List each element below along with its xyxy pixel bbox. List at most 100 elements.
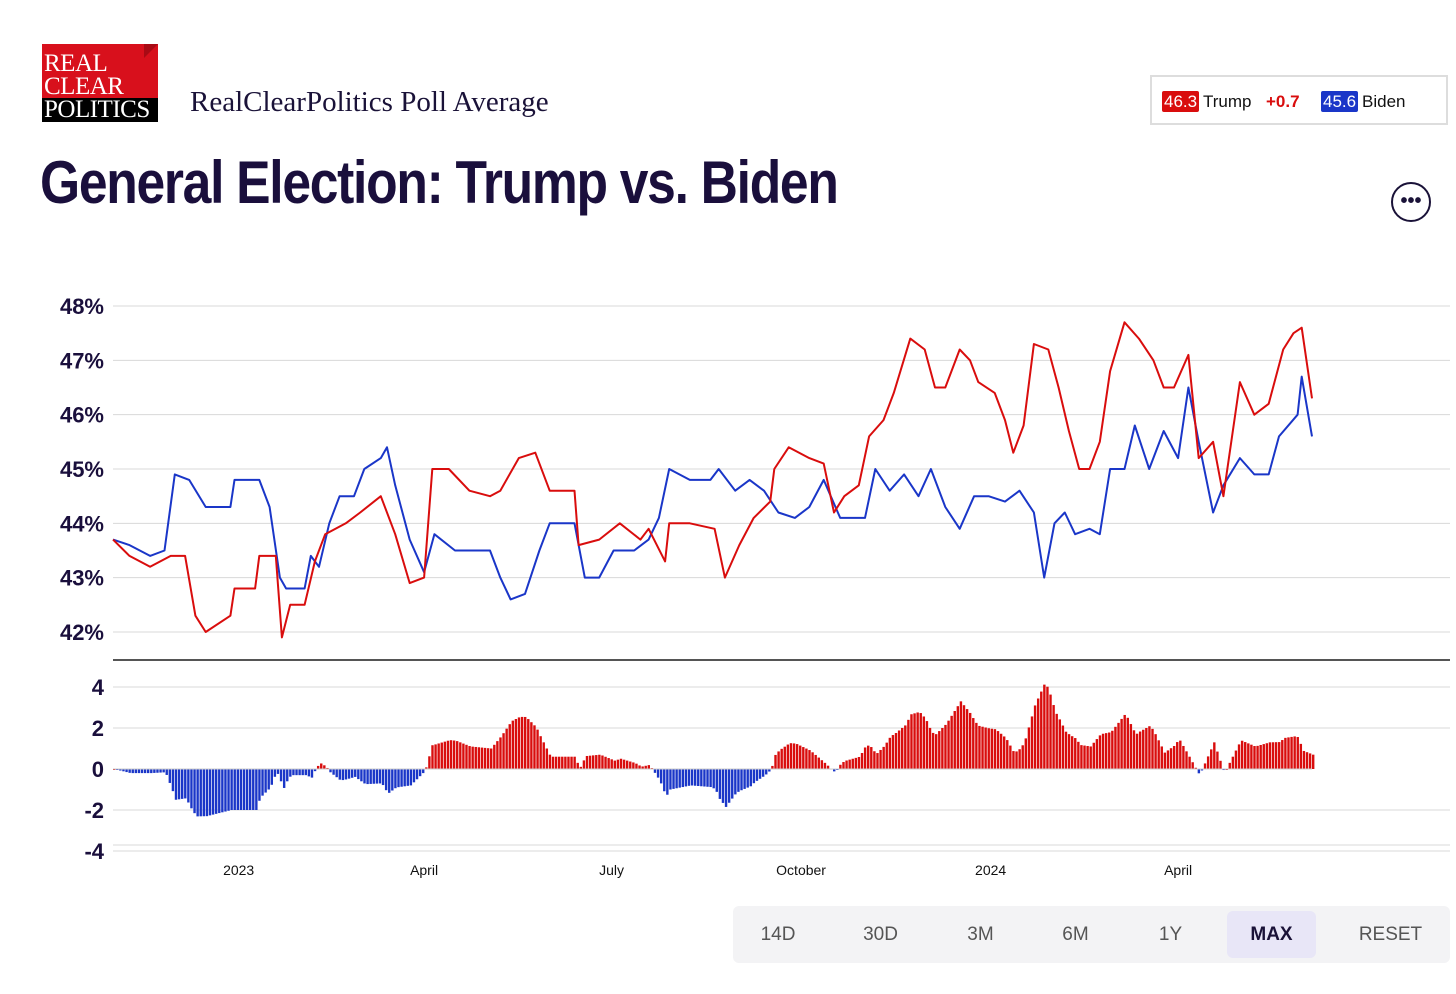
spread-bar (1179, 740, 1182, 769)
spread-bar (870, 747, 873, 769)
trump-lead: +0.7 (1266, 92, 1300, 111)
spread-bar (533, 725, 536, 769)
spread-bar (1166, 750, 1170, 769)
spread-bar (1284, 737, 1287, 769)
spread-bar (255, 769, 258, 810)
spread-bar (1067, 734, 1071, 769)
spread-bar (857, 756, 861, 769)
trump-label: Trump (1203, 92, 1252, 111)
spread-bar (1015, 751, 1018, 769)
spread-bar (795, 744, 799, 769)
spread-bar (1312, 754, 1315, 769)
spread-bar (316, 765, 320, 769)
spread-bar (190, 769, 193, 809)
spread-bar (635, 763, 638, 769)
spread-bar (1117, 722, 1120, 769)
spread-bar (582, 760, 586, 769)
spread-bar (910, 714, 913, 769)
logo-text-1: REAL (44, 50, 108, 77)
spread-bar (1092, 742, 1095, 769)
spread-bar (678, 769, 681, 788)
spread-bar (409, 769, 413, 786)
spread-bar (697, 769, 700, 786)
spread-bar (1237, 744, 1241, 769)
spread-bar (1213, 742, 1216, 769)
spread-bar (502, 733, 505, 769)
spread-bar (755, 769, 759, 781)
spread-y-tick-label: 4 (92, 675, 105, 700)
spread-bar (443, 741, 447, 769)
spread-bar (956, 706, 960, 769)
spread-bar (931, 732, 935, 769)
spread-bar (808, 750, 811, 769)
spread-bar (128, 769, 131, 773)
spread-bar (947, 720, 950, 769)
spread-bar (1197, 769, 1201, 774)
spread-bar (616, 759, 620, 769)
spread-bar (162, 769, 165, 773)
range-button-14d[interactable]: 14D (760, 924, 796, 945)
spread-bar (1055, 713, 1058, 769)
spread-bar (805, 748, 808, 769)
spread-bar (480, 747, 484, 769)
spread-bar (313, 769, 317, 772)
series-line-biden (112, 375, 1313, 601)
spread-bar (1296, 737, 1299, 769)
spread-bar (1182, 745, 1185, 769)
spread-bar (505, 728, 508, 769)
spread-bar (972, 718, 975, 769)
spread-bar (304, 769, 307, 776)
spread-bar (1064, 731, 1068, 769)
spread-bar (1138, 731, 1142, 769)
spread-bar (693, 769, 697, 786)
spread-bar (1114, 726, 1117, 769)
spread-bar (1240, 740, 1244, 769)
spread-bar (1043, 684, 1046, 769)
spread-bar (724, 769, 728, 807)
spread-bar (1256, 745, 1259, 769)
spread-bar (681, 769, 684, 788)
spread-bar (690, 769, 694, 786)
spread-bar (1169, 748, 1173, 769)
spread-bar (252, 769, 255, 810)
spread-bar (752, 769, 756, 784)
spread-bar (1278, 742, 1281, 769)
spread-bar (740, 769, 743, 791)
range-button-3m[interactable]: 3M (967, 924, 994, 945)
spread-bar (131, 769, 134, 774)
spread-bar (1046, 686, 1049, 769)
range-button-1y[interactable]: 1Y (1158, 924, 1183, 945)
spread-bar (737, 769, 740, 792)
spread-bar (1098, 735, 1102, 769)
spread-bar (1203, 763, 1207, 769)
range-button-max[interactable]: MAX (1227, 911, 1316, 958)
spread-bar (499, 737, 502, 769)
spread-bar (780, 748, 783, 769)
spread-bar (765, 769, 768, 775)
spread-bar (879, 749, 882, 769)
spread-bar (548, 754, 552, 769)
spread-bar (573, 756, 576, 769)
spread-bar (292, 769, 295, 776)
spread-bar (1024, 738, 1028, 769)
spread-bar (1030, 716, 1034, 769)
range-button-reset[interactable]: RESET (1358, 924, 1423, 945)
spread-bar (1234, 750, 1238, 769)
spread-bar (174, 769, 178, 800)
spread-bar (1253, 746, 1256, 769)
more-options-button[interactable]: ••• (1391, 182, 1431, 222)
spread-bar (567, 756, 570, 769)
spread-bar (530, 722, 533, 769)
spread-bar (1216, 751, 1219, 769)
spread-bar (156, 769, 159, 773)
spread-bar (1040, 691, 1043, 769)
spread-bar (418, 769, 422, 777)
spread-bar (641, 766, 644, 769)
y-tick-label: 47% (60, 348, 104, 373)
spread-bar (1018, 749, 1021, 769)
spread-bar (1132, 730, 1136, 769)
x-tick-label: April (410, 862, 438, 878)
range-button-6m[interactable]: 6M (1062, 924, 1089, 945)
spread-bar (1074, 738, 1077, 769)
range-button-30d[interactable]: 30D (863, 924, 898, 945)
